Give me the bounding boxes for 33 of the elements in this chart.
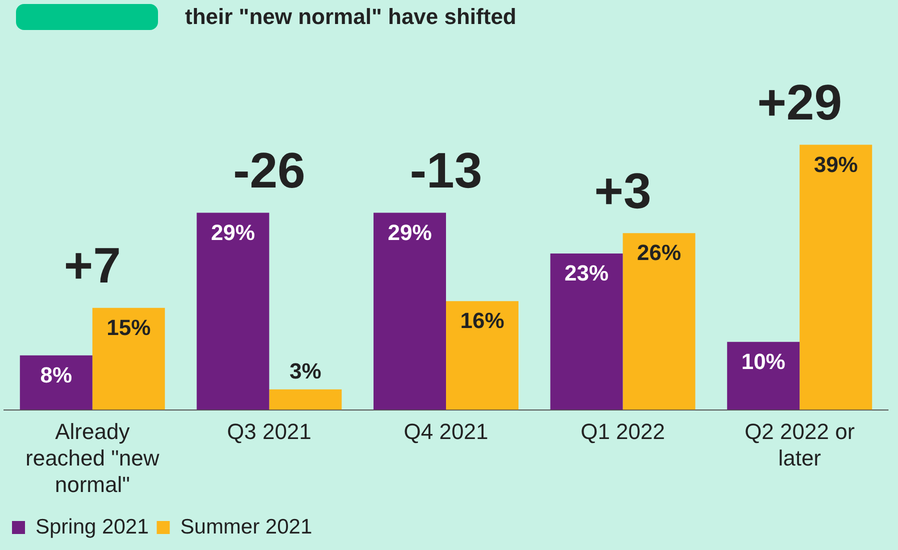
x-tick-label: Q4 2021 (404, 419, 488, 444)
data-label: 29% (388, 220, 432, 245)
bar (622, 233, 696, 410)
bar (550, 254, 623, 410)
annotation: +7 (64, 238, 121, 294)
annotation: -26 (233, 142, 306, 199)
data-label: 23% (564, 260, 609, 286)
data-label: 26% (637, 240, 682, 266)
data-label: 10% (741, 348, 786, 374)
data-label: 8% (40, 362, 72, 388)
bar (269, 389, 342, 410)
annotation: +29 (757, 74, 842, 131)
data-label: 3% (290, 358, 322, 384)
bar (374, 212, 446, 410)
bar (727, 342, 800, 410)
annotation: +3 (594, 162, 652, 219)
x-tick-label: Q1 2022 (580, 419, 666, 444)
x-tick-label: Q2 2022 or later (744, 419, 855, 470)
annotation: -13 (410, 142, 482, 199)
data-label: 39% (814, 152, 858, 177)
bar (20, 355, 92, 410)
legend-label: Spring 2021 (36, 515, 149, 538)
bar (196, 212, 270, 410)
data-label: 29% (210, 220, 255, 245)
legend-label: Summer 2021 (180, 515, 312, 538)
bar (446, 301, 518, 410)
data-label: 16% (460, 308, 504, 334)
bar (92, 308, 165, 410)
x-tick-label: Q3 2021 (226, 419, 312, 444)
data-label: 15% (106, 314, 151, 340)
bar (800, 144, 872, 410)
chart-title: their "new normal" have shifted (185, 4, 516, 30)
x-tick-label: Already reached "new normal" (26, 419, 160, 497)
